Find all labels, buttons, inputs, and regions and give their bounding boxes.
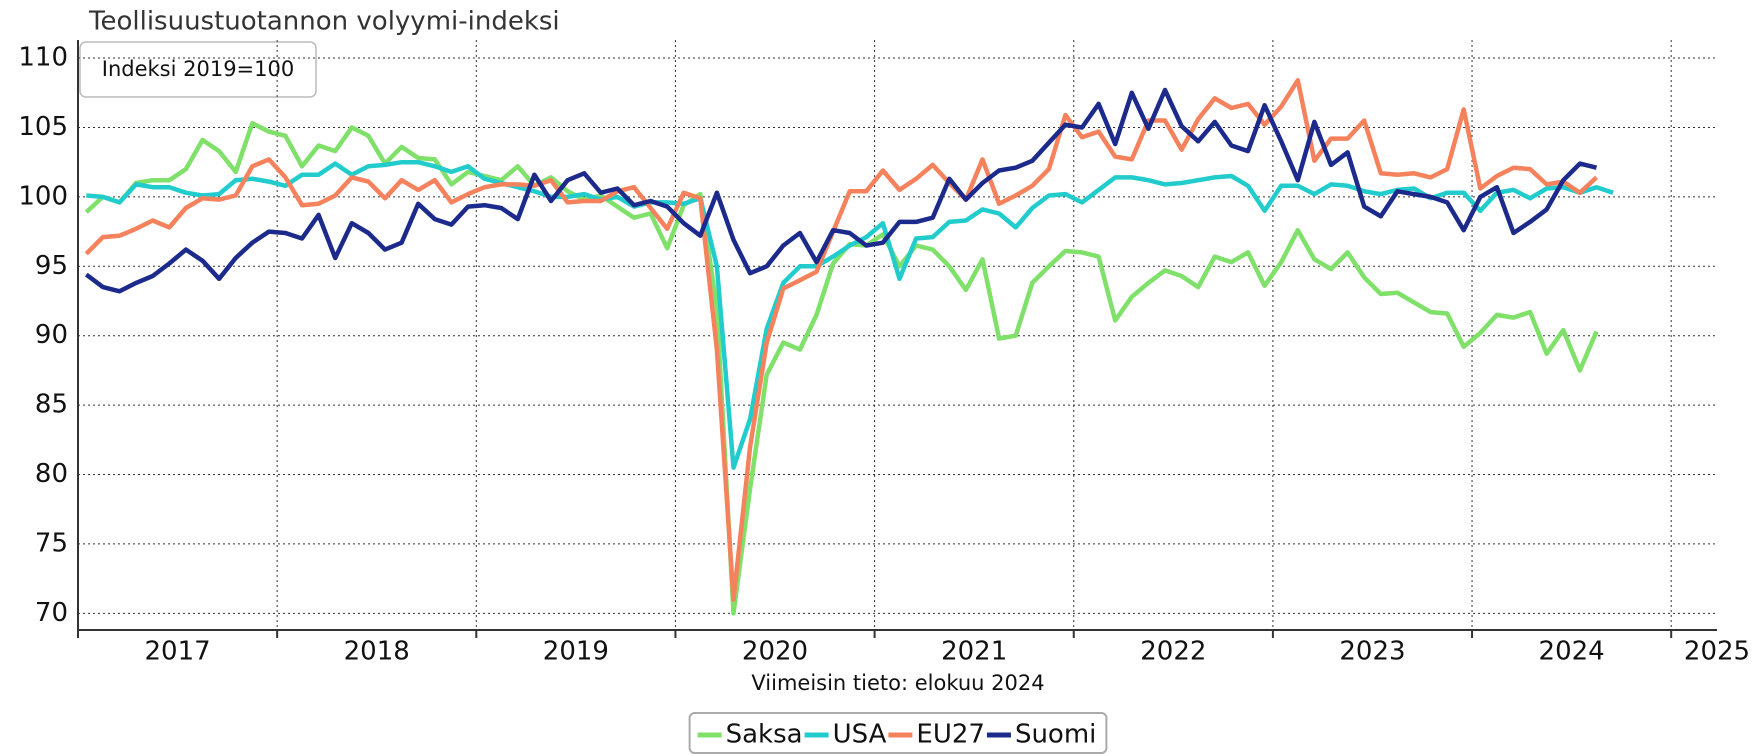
x-tick-label: 2019 — [543, 637, 609, 667]
x-tick-label: 2021 — [941, 637, 1007, 667]
line-series — [84, 78, 1599, 602]
annotation: Indeksi 2019=100 — [102, 57, 295, 81]
footnote: Viimeisin tieto: elokuu 2024 — [751, 671, 1044, 695]
y-tick-label: 75 — [35, 528, 68, 558]
y-tick-label: 70 — [35, 598, 68, 628]
x-tick-label: 2024 — [1539, 637, 1605, 667]
chart-title: Teollisuustuotannon volyymi-indeksi — [88, 7, 560, 37]
y-tick-label: 80 — [35, 459, 68, 489]
x-tick-label: 2023 — [1339, 637, 1405, 667]
annotation-box — [79, 41, 317, 98]
legend-label: EU27 — [916, 720, 985, 750]
x-tick-label: 2018 — [344, 637, 410, 667]
y-tick-label: 100 — [18, 181, 68, 211]
x-tick-label: 2017 — [144, 637, 210, 667]
line-series — [84, 121, 1599, 616]
y-tick-label: 105 — [18, 112, 68, 142]
legend: Saksa USA EU27 Suomi — [688, 712, 1108, 754]
legend-label: Saksa — [726, 720, 803, 750]
x-tick-label: 2022 — [1140, 637, 1206, 667]
line-series — [84, 87, 1598, 294]
y-tick-label: 85 — [35, 390, 68, 420]
x-tick-label: 2025 — [1684, 637, 1750, 667]
legend-label: Suomi — [1015, 720, 1096, 750]
legend-label: USA — [833, 720, 887, 750]
y-tick-label: 90 — [35, 320, 68, 350]
y-tick-label: 95 — [35, 251, 68, 281]
y-tick-label: 110 — [18, 43, 68, 73]
x-tick-label: 2020 — [742, 637, 808, 667]
